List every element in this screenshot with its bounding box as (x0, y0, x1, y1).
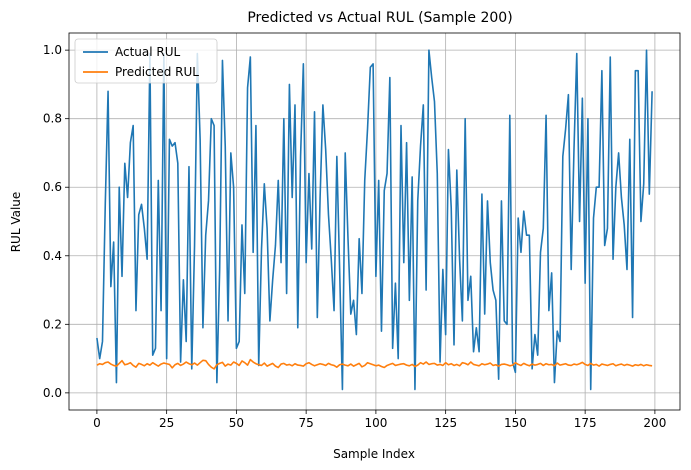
series-line-predicted-rul (96, 358, 653, 370)
y-tick-label: 0.6 (43, 180, 62, 194)
x-tick-label: 0 (93, 416, 101, 430)
chart-title: Predicted vs Actual RUL (Sample 200) (247, 10, 512, 26)
y-tick-label: 0.8 (43, 112, 62, 126)
x-tick-label: 25 (159, 416, 174, 430)
y-tick-label: 1.0 (43, 43, 62, 57)
legend-box (74, 38, 218, 84)
x-tick-label: 125 (434, 416, 457, 430)
legend: Actual RUL Predicted RUL (74, 38, 218, 84)
x-axis-label: Sample Index (333, 447, 415, 461)
x-tick-label: 75 (299, 416, 314, 430)
series-line-actual-rul (96, 49, 653, 391)
plot-series (96, 49, 653, 391)
x-tick-label: 175 (574, 416, 597, 430)
y-axis-label: RUL Value (9, 192, 23, 253)
legend-label: Predicted RUL (115, 65, 199, 79)
y-tick-label: 0.0 (43, 386, 62, 400)
x-tick-label: 100 (364, 416, 387, 430)
axis-ticks: 0 25 50 75 100 125 150 175 200 0.0 0.2 0.4 0.6 0.8 1.0 (43, 43, 666, 430)
y-tick-label: 0.4 (43, 249, 62, 263)
legend-label: Actual RUL (115, 45, 181, 59)
plot-frame (68, 32, 681, 411)
y-tick-label: 0.2 (43, 317, 62, 331)
x-tick-label: 50 (229, 416, 244, 430)
x-tick-label: 200 (643, 416, 666, 430)
x-tick-label: 150 (504, 416, 527, 430)
